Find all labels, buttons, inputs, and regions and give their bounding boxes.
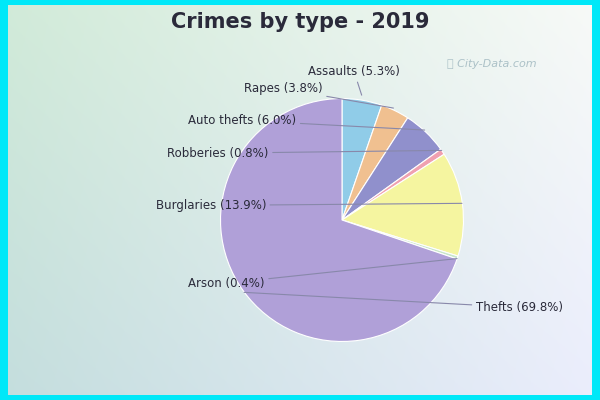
Text: Assaults (5.3%): Assaults (5.3%) xyxy=(308,65,400,95)
Wedge shape xyxy=(221,98,457,342)
Wedge shape xyxy=(342,98,382,220)
Text: Rapes (3.8%): Rapes (3.8%) xyxy=(244,82,394,108)
Text: ⓘ City-Data.com: ⓘ City-Data.com xyxy=(447,59,537,69)
Wedge shape xyxy=(342,105,408,220)
Wedge shape xyxy=(342,149,444,220)
Wedge shape xyxy=(342,154,463,256)
Wedge shape xyxy=(342,220,458,259)
Text: Thefts (69.8%): Thefts (69.8%) xyxy=(244,292,563,314)
Wedge shape xyxy=(342,118,441,220)
Text: Burglaries (13.9%): Burglaries (13.9%) xyxy=(155,199,462,212)
Text: Robberies (0.8%): Robberies (0.8%) xyxy=(167,147,442,160)
Text: Crimes by type - 2019: Crimes by type - 2019 xyxy=(171,12,429,32)
Text: Auto thefts (6.0%): Auto thefts (6.0%) xyxy=(188,114,425,130)
Text: Arson (0.4%): Arson (0.4%) xyxy=(188,258,457,290)
